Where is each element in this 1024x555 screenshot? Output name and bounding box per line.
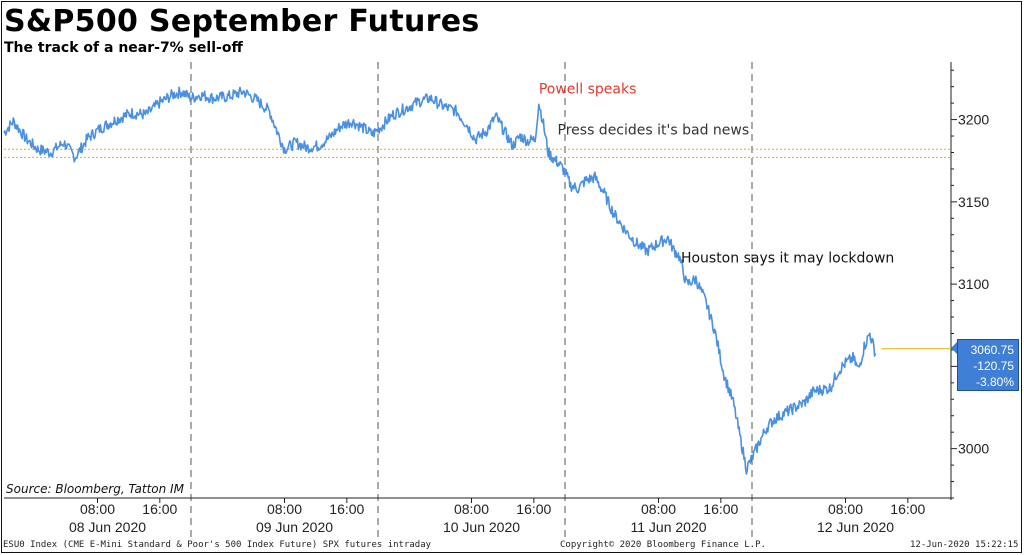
x-day-label: 12 Jun 2020	[817, 519, 894, 535]
y-tick-label: 3100	[958, 276, 989, 292]
last-value-percent: -3.80%	[975, 375, 1014, 389]
price-series-line	[3, 86, 877, 475]
footer-copyright: Copyright© 2020 Bloomberg Finance L.P.	[560, 540, 766, 550]
chart-subtitle: The track of a near-7% sell-off	[4, 40, 243, 56]
x-day-label: 09 Jun 2020	[256, 519, 333, 535]
x-hour-label: 08:00	[80, 501, 115, 517]
x-hour-label: 08:00	[454, 501, 489, 517]
x-day-label: 11 Jun 2020	[630, 519, 706, 535]
x-hour-label: 16:00	[703, 501, 738, 517]
y-tick-label: 3000	[958, 441, 989, 457]
chart-annotation: Press decides it's bad news	[558, 122, 750, 138]
last-value-price: 3060.75	[970, 343, 1014, 357]
x-hour-label: 16:00	[142, 501, 177, 517]
x-hour-label: 16:00	[890, 501, 925, 517]
last-value-change: -120.75	[973, 359, 1014, 373]
source-note: Source: Bloomberg, Tatton IM	[6, 482, 184, 496]
footer-index-description: ESU0 Index (CME E-Mini Standard & Poor's…	[3, 540, 432, 550]
chart-title: S&P500 September Futures	[4, 4, 480, 39]
x-day-label: 08 Jun 2020	[69, 519, 146, 535]
x-day-label: 10 Jun 2020	[443, 519, 520, 535]
footer-timestamp: 12-Jun-2020 15:22:15	[910, 540, 1019, 550]
last-value-pointer	[951, 342, 957, 354]
x-hour-label: 08:00	[267, 501, 302, 517]
y-tick-label: 3200	[958, 112, 989, 128]
x-hour-label: 16:00	[329, 501, 364, 517]
x-hour-label: 08:00	[828, 501, 863, 517]
chart-annotation: Houston says it may lockdown	[681, 251, 894, 267]
last-value-box: 3060.75 -120.75 -3.80%	[957, 339, 1019, 391]
y-tick-label: 3150	[958, 194, 989, 210]
x-hour-label: 08:00	[641, 501, 676, 517]
x-hour-label: 16:00	[516, 501, 551, 517]
chart-annotation: Powell speaks	[539, 81, 637, 97]
